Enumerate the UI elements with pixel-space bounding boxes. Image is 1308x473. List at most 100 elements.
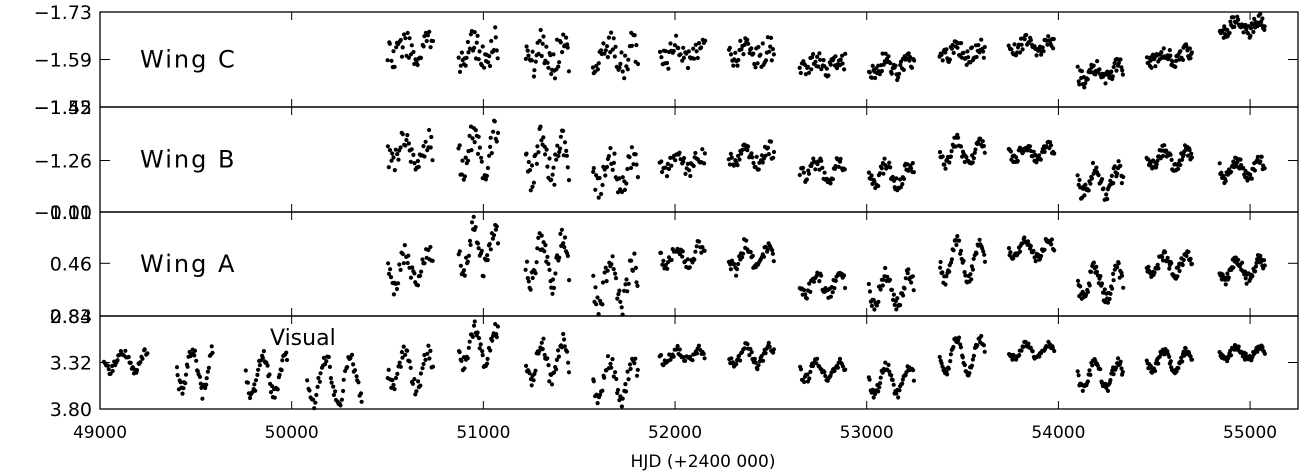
data-point bbox=[620, 396, 625, 401]
data-point bbox=[870, 63, 875, 68]
data-point bbox=[594, 173, 599, 178]
data-point bbox=[958, 144, 964, 149]
data-point bbox=[751, 51, 756, 56]
data-point bbox=[562, 245, 567, 250]
data-point bbox=[658, 353, 664, 358]
data-point bbox=[901, 176, 907, 181]
data-point bbox=[1088, 269, 1094, 274]
data-point bbox=[622, 76, 627, 81]
data-point bbox=[951, 344, 956, 350]
data-point bbox=[1109, 69, 1114, 74]
x-tick-label: 49000 bbox=[73, 423, 127, 443]
data-point bbox=[483, 177, 488, 182]
data-point bbox=[1105, 196, 1110, 202]
data-point bbox=[493, 322, 498, 327]
panel-name-label: Wing B bbox=[140, 146, 236, 174]
data-point bbox=[947, 160, 952, 165]
data-point bbox=[593, 187, 598, 192]
data-point bbox=[883, 265, 888, 271]
data-point bbox=[554, 357, 560, 362]
data-point bbox=[767, 49, 772, 54]
data-point bbox=[906, 267, 911, 272]
data-point bbox=[458, 63, 463, 68]
data-point bbox=[767, 344, 772, 349]
data-point bbox=[488, 348, 493, 353]
data-point bbox=[406, 55, 411, 60]
data-point bbox=[958, 345, 964, 350]
data-point bbox=[969, 264, 975, 269]
data-point bbox=[327, 364, 332, 369]
data-point bbox=[1170, 59, 1175, 64]
data-point bbox=[247, 395, 253, 401]
data-point bbox=[742, 346, 747, 351]
data-point bbox=[1098, 367, 1103, 372]
data-point bbox=[750, 155, 755, 160]
y-tick-label: 3.32 bbox=[50, 353, 92, 375]
data-point bbox=[1226, 275, 1231, 280]
data-point bbox=[393, 147, 398, 152]
data-point bbox=[617, 398, 622, 403]
data-point bbox=[678, 52, 683, 57]
data-point bbox=[561, 32, 566, 37]
data-point bbox=[405, 30, 410, 36]
data-point bbox=[981, 55, 987, 60]
data-point bbox=[183, 372, 189, 377]
data-point bbox=[886, 54, 891, 59]
data-point bbox=[1177, 268, 1182, 274]
data-point bbox=[956, 335, 962, 340]
data-point bbox=[1116, 159, 1121, 164]
data-point bbox=[253, 388, 258, 393]
data-point bbox=[603, 48, 608, 53]
data-point bbox=[416, 164, 421, 169]
data-point bbox=[560, 50, 565, 55]
data-point bbox=[1014, 155, 1019, 160]
data-point bbox=[421, 361, 426, 367]
data-point bbox=[728, 151, 734, 156]
data-point bbox=[910, 161, 915, 166]
data-point bbox=[314, 392, 319, 398]
data-point bbox=[964, 62, 969, 67]
data-point bbox=[561, 241, 566, 246]
data-point bbox=[178, 380, 183, 385]
data-point bbox=[867, 377, 872, 382]
data-point bbox=[461, 177, 466, 182]
data-point bbox=[427, 29, 432, 34]
data-point bbox=[1231, 15, 1236, 20]
data-point bbox=[869, 303, 875, 308]
data-point bbox=[876, 299, 881, 304]
data-points bbox=[385, 11, 1267, 90]
data-point bbox=[399, 350, 404, 355]
data-point bbox=[408, 275, 414, 280]
data-point bbox=[420, 366, 425, 371]
data-point bbox=[599, 191, 604, 197]
data-point bbox=[1184, 253, 1189, 259]
data-point bbox=[755, 61, 760, 66]
data-point bbox=[729, 356, 734, 361]
data-point bbox=[404, 137, 409, 143]
data-point bbox=[967, 371, 972, 376]
data-point bbox=[843, 51, 848, 56]
data-point bbox=[685, 257, 690, 262]
data-point bbox=[809, 67, 814, 72]
data-point bbox=[566, 69, 572, 74]
data-point bbox=[630, 268, 636, 273]
data-point bbox=[755, 367, 760, 372]
data-point bbox=[1119, 273, 1125, 278]
data-point bbox=[691, 163, 696, 169]
data-point bbox=[877, 385, 882, 390]
data-point bbox=[595, 67, 601, 72]
data-point bbox=[409, 147, 414, 152]
data-point bbox=[728, 52, 734, 57]
data-point bbox=[549, 382, 555, 387]
data-point bbox=[842, 285, 848, 291]
data-point bbox=[1094, 165, 1099, 170]
data-point bbox=[1253, 264, 1258, 269]
data-point bbox=[526, 53, 531, 58]
data-point bbox=[405, 260, 410, 266]
data-point bbox=[1041, 49, 1046, 54]
data-point bbox=[463, 155, 468, 160]
data-point bbox=[1168, 359, 1173, 364]
data-point bbox=[763, 153, 768, 158]
data-point bbox=[746, 41, 751, 46]
data-point bbox=[842, 167, 847, 172]
